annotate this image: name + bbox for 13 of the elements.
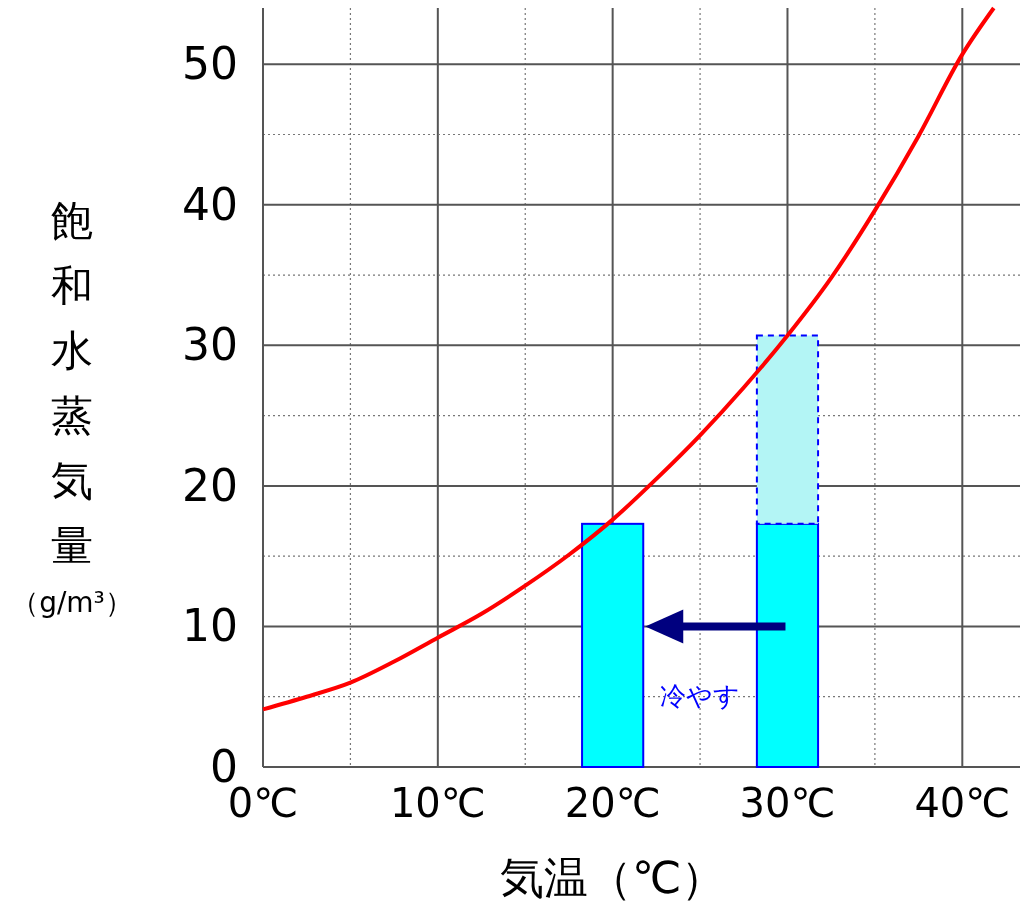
y-tick-label: 10 [182, 600, 238, 652]
x-tick-label: 20℃ [564, 780, 661, 826]
y-tick-label: 30 [182, 319, 238, 371]
y-tick-label: 40 [182, 178, 238, 230]
y-axis-title: 飽和水蒸気量（g/m³） [11, 196, 133, 619]
x-tick-label: 40℃ [914, 780, 1011, 826]
annotation: 冷やす [660, 680, 741, 711]
y-tick-label: 20 [182, 459, 238, 511]
x-axis-title: 気温（℃） [499, 852, 726, 903]
y-tick-label: 50 [182, 38, 238, 90]
x-tick-label: 30℃ [739, 780, 836, 826]
x-tick-label: 10℃ [389, 780, 486, 826]
line-series [261, 6, 996, 712]
